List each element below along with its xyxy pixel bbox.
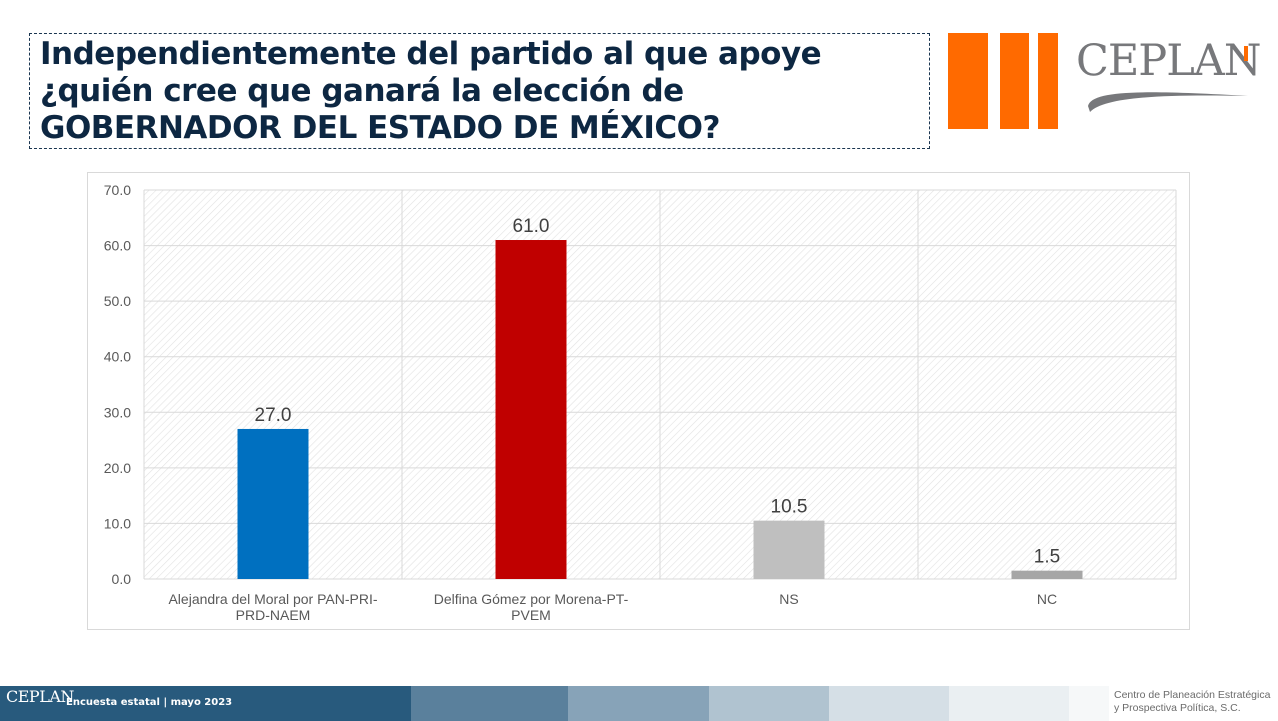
bar bbox=[753, 520, 825, 579]
x-tick-label: PVEM bbox=[511, 607, 551, 623]
chart-container: 0.0 10.0 20.0 30.0 40.0 50.0 60.0 70.0 27.0 Aleja… bbox=[87, 172, 1190, 630]
footer-segment-5 bbox=[829, 686, 949, 721]
logo-swoosh-icon bbox=[1088, 92, 1248, 112]
footer-survey-label: Encuesta estatal | mayo 2023 bbox=[66, 697, 233, 708]
y-tick-label: 60.0 bbox=[104, 238, 131, 254]
x-tick-label: Alejandra del Moral por PAN-PRI- bbox=[168, 591, 377, 607]
title-line-1: Independientemente del partido al que ap… bbox=[40, 36, 822, 72]
footer-segment-4 bbox=[709, 686, 829, 721]
bar bbox=[1011, 570, 1083, 579]
title-box: Independientemente del partido al que ap… bbox=[29, 33, 930, 149]
logo-stripe-3 bbox=[1038, 33, 1058, 129]
bar bbox=[237, 428, 309, 579]
title-line-2: ¿quién cree que ganará la elección de bbox=[40, 73, 684, 109]
title-line-3: GOBERNADOR DEL ESTADO DE MÉXICO? bbox=[40, 110, 720, 146]
y-tick-label: 70.0 bbox=[104, 182, 131, 198]
data-label: 1.5 bbox=[1034, 547, 1060, 568]
y-tick-label: 0.0 bbox=[112, 571, 132, 587]
x-tick-label: PRD-NAEM bbox=[236, 607, 311, 623]
footer-brand: CEPLAN bbox=[6, 687, 74, 706]
x-tick-label: Delfina Gómez por Morena-PT- bbox=[434, 591, 629, 607]
data-label: 27.0 bbox=[255, 405, 292, 426]
y-tick-label: 40.0 bbox=[104, 349, 131, 365]
footer-segment-2 bbox=[411, 686, 568, 721]
logo-stripe-2 bbox=[1000, 33, 1029, 129]
footer-org-name: Centro de Planeación Estratégica y Prosp… bbox=[1114, 689, 1278, 715]
footer-segment-7 bbox=[1069, 686, 1109, 721]
y-tick-label: 20.0 bbox=[104, 460, 131, 476]
bar-chart: 0.0 10.0 20.0 30.0 40.0 50.0 60.0 70.0 27.0 Aleja… bbox=[104, 182, 1177, 623]
y-tick-label: 30.0 bbox=[104, 404, 131, 420]
logo-stripe-1 bbox=[948, 33, 988, 129]
y-tick-label: 10.0 bbox=[104, 515, 131, 531]
data-label: 61.0 bbox=[513, 216, 550, 237]
footer-bar bbox=[0, 686, 1278, 721]
footer-segment-1 bbox=[0, 686, 411, 721]
footer-org-line-1: Centro de Planeación Estratégica bbox=[1114, 689, 1271, 701]
bar bbox=[495, 240, 567, 579]
data-label: 10.5 bbox=[771, 497, 808, 518]
footer-segment-3 bbox=[568, 686, 709, 721]
x-tick-label: NS bbox=[779, 591, 798, 607]
y-tick-label: 50.0 bbox=[104, 293, 131, 309]
logo-accent-mark bbox=[1244, 46, 1248, 61]
footer-org-line-2: y Prospectiva Política, S.C. bbox=[1114, 702, 1241, 714]
footer-segment-6 bbox=[949, 686, 1069, 721]
x-tick-label: NC bbox=[1037, 591, 1057, 607]
ceplan-logo-text: CEPLAN bbox=[1076, 36, 1261, 86]
